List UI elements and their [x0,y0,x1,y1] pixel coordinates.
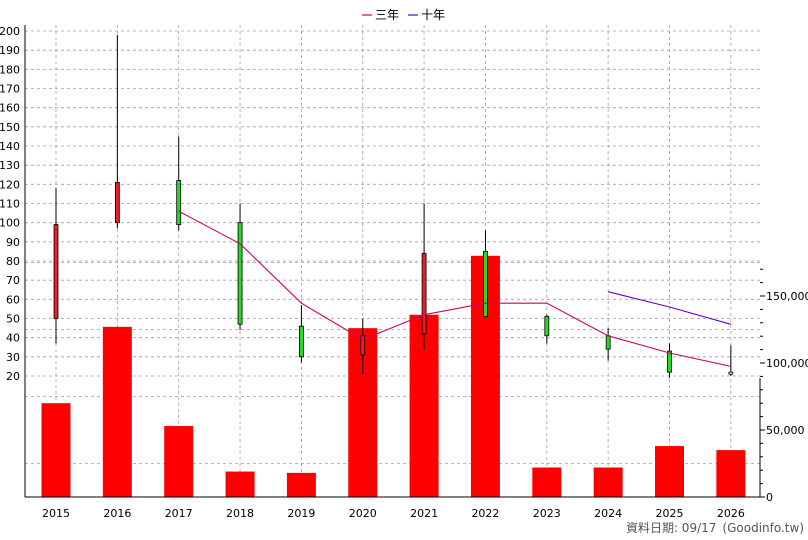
volume-bar [286,472,316,497]
legend: 三年 十年 [362,8,445,22]
year-tick-label: 2023 [533,507,561,520]
volume-axis: 0 50,000 100,000 150,000 [759,268,808,504]
candle-body [53,224,59,319]
legend-10y-label: 十年 [421,8,445,22]
year-tick-label: 2018 [226,507,254,520]
price-tick-label: 190 [0,44,20,57]
price-tick-label: 50 [6,313,20,326]
price-tick-label: 110 [0,198,20,211]
candle-body [667,350,672,373]
price-axis: 20 30 40 50 60 70 80 90 100 110 120 130 140 150 160 170… [0,25,20,383]
ma-10y-line [607,291,732,325]
price-tick-label: 120 [0,178,20,191]
year-tick-label: 2017 [165,507,193,520]
year-tick-label: 2024 [594,507,622,520]
candle-body [114,182,120,224]
candle-body [544,316,550,337]
volume-bar [41,403,71,497]
price-tick-label: 160 [0,102,20,115]
volume-bar [164,425,194,497]
price-tick-label: 200 [0,25,20,38]
price-tick-label: 170 [0,83,20,96]
year-tick-label: 2015 [42,507,70,520]
candle-body [728,371,734,375]
candle-body [298,325,304,358]
footer-date: 資料日期: 09/17 [626,521,716,535]
price-tick-label: 150 [0,121,20,134]
price-tick-label: 100 [0,217,20,230]
footer-credit: 資料日期: 09/17 (Goodinfo.tw) [626,521,804,535]
volume-tick-label: 100,000 [766,357,808,370]
price-tick-label: 80 [6,255,20,268]
volume-bar [593,467,623,497]
year-tick-label: 2021 [410,507,438,520]
volume-tick-label: 50,000 [766,424,805,437]
volume-bar [225,471,255,497]
grid [25,25,760,497]
candles [53,34,734,378]
price-tick-label: 20 [6,370,20,383]
price-tick-label: 140 [0,140,20,153]
candle-body [237,222,243,325]
volume-bar [532,467,562,497]
legend-3y-label: 三年 [375,8,399,22]
ma-3y-line [178,210,732,367]
year-tick-label: 2025 [656,507,684,520]
price-tick-label: 40 [6,332,20,345]
year-tick-label: 2022 [471,507,499,520]
candle-body [483,251,488,317]
price-tick-label: 60 [6,293,20,306]
volume-bar [655,446,684,497]
year-tick-label: 2020 [349,507,377,520]
year-axis: 2015 2016 2017 2018 2019 2020 2021 2022 2023 2024… [42,507,745,520]
price-tick-label: 90 [6,236,20,249]
volume-bar [102,326,132,497]
candle-body [360,335,366,356]
footer-source: (Goodinfo.tw) [722,521,804,535]
year-tick-label: 2019 [287,507,315,520]
price-tick-label: 70 [6,274,20,287]
year-tick-label: 2026 [717,507,745,520]
volume-bar [716,450,746,497]
moving-averages [178,210,732,367]
volume-tick-label: 0 [766,491,773,504]
candle-body [176,180,182,225]
candle-body [421,252,427,335]
price-tick-label: 130 [0,159,20,172]
volume-tick-label: 150,000 [766,290,808,303]
year-tick-label: 2016 [103,507,131,520]
plot-frame [24,25,760,498]
price-tick-label: 180 [0,63,20,76]
price-tick-label: 30 [6,351,20,364]
candle-body [605,335,611,350]
